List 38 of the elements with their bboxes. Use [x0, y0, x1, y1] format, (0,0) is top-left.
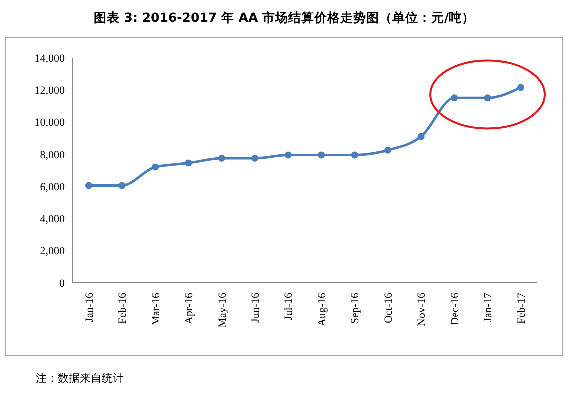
x-tick-label: Nov-16 [416, 292, 428, 327]
x-tick-label: Feb-16 [117, 292, 130, 324]
y-tick-label: 12,000 [34, 84, 66, 97]
x-tick-label: Aug-16 [316, 292, 328, 327]
x-tick-label: Sep-16 [350, 292, 362, 324]
text: 注：数据来自统计 [36, 372, 124, 385]
point [118, 182, 126, 190]
point [451, 94, 458, 102]
x-tick-label: Mar-16 [150, 292, 162, 326]
point [418, 133, 425, 140]
point [318, 152, 326, 159]
point [185, 160, 192, 167]
y-tick-label: 2,000 [40, 246, 66, 258]
point [252, 154, 259, 162]
x-tick-label: Jan-17 [482, 292, 495, 322]
chart-title: 图表 3: 2016-2017 年 AA 市场结算价格走势图（单位：元/吨） [94, 10, 476, 25]
point [86, 182, 92, 190]
point [218, 154, 226, 162]
y-tick-label: 0 [60, 278, 66, 290]
x-tick-label: Jun-16 [250, 292, 262, 323]
point [518, 84, 524, 92]
x-tick-label: Apr-16 [184, 292, 196, 325]
point [484, 94, 492, 102]
point [152, 164, 159, 171]
x-tick-label: May-16 [216, 292, 229, 328]
x-tick-label: Dec-16 [449, 292, 462, 326]
y-tick-label: 14,000 [34, 52, 66, 65]
point [351, 152, 358, 159]
y-tick-label: 10,000 [34, 117, 66, 130]
x-tick-label: Jul-16 [283, 292, 296, 320]
x-tick-label: Jan-16 [84, 292, 96, 322]
x-tick-label: Feb-17 [516, 292, 528, 324]
y-tick-label: 6,000 [40, 181, 66, 194]
y-tick-label: 8,000 [40, 149, 66, 162]
y-tick-label: 4,000 [40, 214, 66, 226]
point [384, 146, 392, 154]
point [284, 152, 292, 159]
x-tick-label: Oct-16 [382, 292, 395, 324]
